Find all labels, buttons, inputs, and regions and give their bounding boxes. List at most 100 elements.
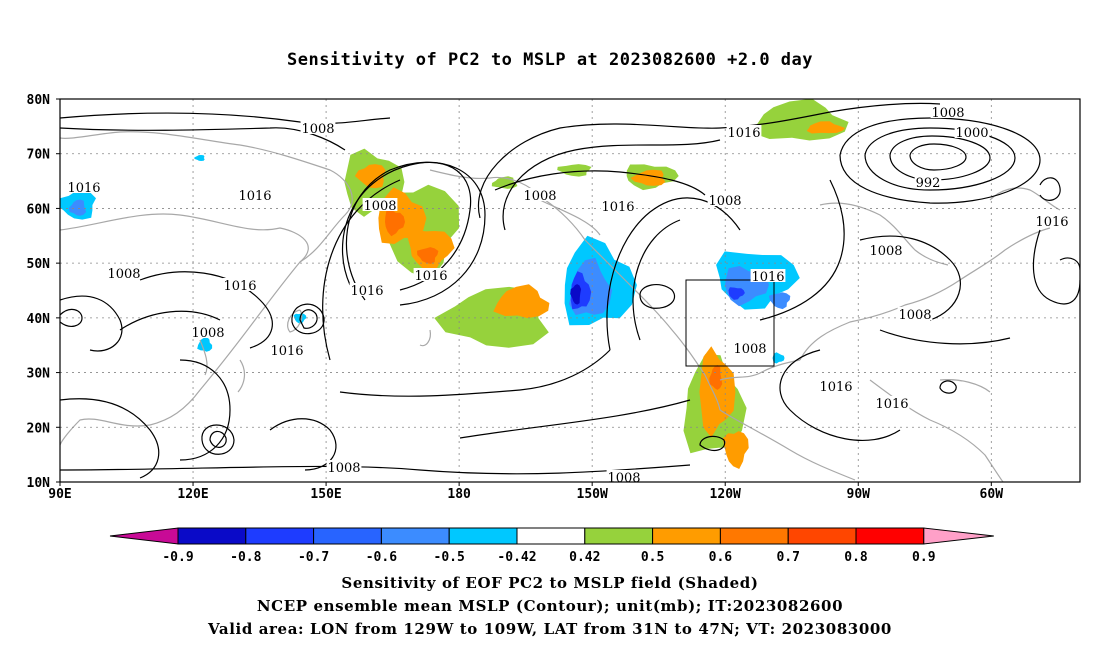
colorbar-label: 0.6: [709, 550, 733, 565]
colorbar-label: -0.42: [497, 550, 536, 565]
gridlines: [60, 99, 1080, 482]
contour-label: 1016: [751, 270, 784, 285]
mslp-isobar: [639, 283, 676, 309]
shade-cyan: [772, 352, 785, 364]
lat-tick-label: 50N: [27, 257, 51, 272]
contour-label: 1016: [350, 284, 383, 299]
colorbar-swatch: [855, 527, 925, 545]
colorbar-label: -0.7: [298, 550, 329, 565]
contour-label: 992: [916, 176, 941, 191]
mslp-isobar: [299, 309, 318, 329]
contour-label-bg: [868, 243, 904, 256]
colorbar: -0.9 -0.8 -0.7 -0.6 -0.5 -0.42 0.42 0.5 0.6 0.7 0.…: [109, 527, 994, 565]
colorbar-over: [923, 527, 994, 545]
mslp-isobar: [119, 310, 221, 331]
mslp-isobar: [699, 435, 726, 452]
mslp-isobar: [909, 143, 967, 171]
caption-line-1: Sensitivity of EOF PC2 to MSLP field (Sh…: [341, 574, 759, 592]
mslp-isobar: [859, 235, 961, 321]
shade-blue: [768, 292, 791, 310]
coastline: [939, 379, 991, 393]
contour-label: 1016: [601, 200, 634, 215]
contour-label: 1016: [819, 380, 852, 395]
contour-label: 1008: [869, 244, 902, 259]
lat-tick-label: 20N: [27, 421, 51, 436]
coastline: [799, 279, 961, 361]
contour-label-bg: [222, 278, 258, 291]
contour-label: 1008: [931, 106, 964, 121]
contour-label: 1008: [523, 189, 556, 204]
lat-tick-label: 80N: [27, 93, 51, 108]
lon-tick-label: 90E: [48, 487, 71, 502]
contour-label: 1008: [363, 199, 396, 214]
lat-tick-label: 10N: [27, 476, 51, 491]
contour-label-bg: [707, 193, 743, 206]
mslp-isobar: [60, 398, 160, 479]
contour-label: 1008: [191, 326, 224, 341]
colorbar-label: 0.5: [641, 550, 664, 565]
mslp-isobar: [60, 464, 691, 475]
mslp-isobar: [339, 349, 611, 397]
mslp-isobar: [879, 329, 1011, 345]
coastlines: [60, 131, 1061, 482]
contour-label-bg: [300, 121, 336, 134]
mslp-isobar: [60, 112, 391, 124]
valid-area-box: [685, 279, 775, 367]
contour-label-bg: [726, 125, 762, 138]
colorbar-swatch: [516, 527, 586, 545]
mslp-isobar: [889, 135, 991, 181]
colorbar-swatch: [787, 527, 857, 545]
lon-tick-label: 120E: [177, 487, 208, 502]
lon-tick-label: 60W: [980, 487, 1004, 502]
mslp-isobar: [477, 102, 941, 219]
contour-label-bg: [237, 188, 273, 201]
colorbar-label: 0.42: [569, 550, 600, 565]
shade-navy: [570, 284, 582, 305]
mslp-isobar: [1059, 257, 1080, 271]
coastline: [959, 227, 1051, 281]
contour-label-bg: [413, 268, 449, 281]
contour-label: 1016: [223, 279, 256, 294]
mslp-isobar: [1032, 229, 1080, 305]
mslp-isobar: [179, 359, 231, 461]
coastline: [989, 187, 1061, 211]
mslp-isobar: [345, 161, 486, 306]
lat-tick-label: 40N: [27, 312, 51, 327]
contour-label: 1016: [238, 189, 271, 204]
lon-tick-label: 180: [447, 487, 471, 502]
shade-orange: [722, 431, 749, 469]
shade-darkorange: [417, 247, 439, 264]
colorbar-swatch: [177, 527, 247, 545]
contour-label: 1016: [414, 269, 447, 284]
lon-tick-label: 150W: [577, 487, 608, 502]
shade-blue: [68, 199, 87, 216]
mslp-isobar: [139, 271, 273, 349]
shade-green: [751, 99, 849, 141]
mslp-isobar: [291, 303, 325, 335]
coastline: [429, 169, 586, 241]
shade-cyan: [193, 155, 205, 161]
chart-title: Sensitivity of PC2 to MSLP at 2023082600…: [286, 50, 813, 70]
contour-label: 1008: [607, 471, 640, 486]
contour-label-bg: [522, 188, 558, 201]
coastline: [719, 409, 856, 481]
contour-label: 1008: [733, 342, 766, 357]
coastline: [539, 199, 601, 236]
lon-tick-label: 120W: [710, 487, 741, 502]
contour-label: 1008: [708, 194, 741, 209]
contour-label-bg: [66, 180, 102, 193]
colorbar-swatch: [652, 527, 721, 545]
plot-frame: [59, 98, 1081, 483]
contour-label: 1000: [955, 126, 988, 141]
colorbar-swatch: [380, 527, 450, 545]
colorbar-label: 0.9: [912, 550, 935, 565]
mslp-isobar: [60, 295, 123, 352]
colorbar-label: 0.8: [844, 550, 868, 565]
contour-label: 1016: [875, 397, 908, 412]
mslp-isobar: [759, 179, 845, 321]
mslp-isobar: [269, 418, 337, 471]
contour-label: 1008: [107, 267, 140, 282]
shade-darkblue: [728, 287, 745, 300]
contour-label-bg: [362, 198, 398, 211]
colorbar-under: [109, 527, 179, 545]
